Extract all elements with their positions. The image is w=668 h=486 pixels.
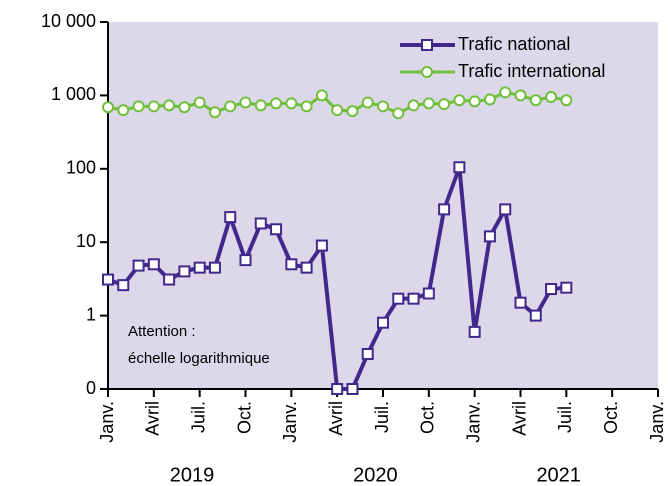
marker — [132, 259, 145, 272]
marker — [361, 347, 374, 360]
marker — [178, 265, 191, 278]
x-tick-label: Avril — [143, 401, 163, 436]
legend-marker — [421, 39, 433, 51]
x-tick-label: Oct. — [234, 401, 254, 434]
marker — [147, 258, 160, 271]
marker — [285, 258, 298, 271]
marker — [545, 283, 558, 296]
marker — [270, 223, 283, 236]
marker — [102, 101, 114, 114]
marker — [392, 107, 405, 120]
marker — [331, 383, 344, 395]
marker — [300, 261, 313, 274]
marker — [483, 230, 496, 243]
x-tick-label: Oct. — [601, 401, 621, 434]
marker — [483, 93, 496, 106]
x-tick-label: Janv. — [647, 401, 667, 443]
marker — [377, 316, 389, 329]
x-tick-label: Avril — [326, 401, 346, 436]
marker — [147, 100, 160, 113]
marker — [407, 99, 420, 112]
marker — [102, 273, 114, 286]
marker — [468, 325, 481, 338]
x-tick-label: Avril — [509, 401, 529, 436]
year-label: 2021 — [536, 464, 581, 486]
marker — [468, 95, 481, 108]
x-tick-label: Janv. — [463, 401, 483, 443]
marker — [331, 104, 344, 117]
marker — [545, 91, 558, 104]
legend-label: Trafic international — [458, 61, 605, 81]
marker — [346, 383, 359, 395]
marker — [499, 86, 512, 99]
marker — [270, 97, 283, 110]
marker — [315, 89, 328, 102]
marker — [163, 273, 176, 286]
marker — [407, 292, 420, 305]
marker — [117, 104, 130, 117]
marker — [285, 97, 298, 110]
x-tick-label: Oct. — [418, 401, 438, 434]
y-tick-label: 0 — [86, 378, 96, 398]
marker — [193, 96, 206, 109]
year-label: 2020 — [353, 464, 398, 486]
marker — [514, 296, 527, 309]
y-tick-label: 10 000 — [41, 11, 96, 31]
y-tick-label: 1 — [86, 304, 96, 324]
year-label: 2019 — [170, 464, 215, 486]
marker — [392, 292, 405, 305]
marker — [254, 99, 267, 112]
marker — [453, 94, 466, 107]
marker — [224, 211, 237, 224]
marker — [453, 161, 466, 174]
marker — [132, 100, 145, 113]
marker — [239, 254, 252, 267]
annotation: échelle logarithmique — [128, 350, 270, 367]
annotation: Attention : — [128, 323, 196, 340]
marker — [514, 89, 527, 102]
x-tick-label: Juil. — [555, 401, 575, 433]
y-tick-label: 10 — [76, 231, 96, 251]
x-tick-label: Janv. — [97, 401, 117, 443]
marker — [254, 217, 267, 230]
marker — [529, 309, 542, 322]
y-tick-label: 1 000 — [51, 84, 96, 104]
marker — [361, 96, 374, 109]
marker — [560, 94, 573, 107]
legend-label: Trafic national — [458, 34, 570, 54]
marker — [178, 101, 191, 114]
marker — [315, 239, 328, 252]
marker — [529, 94, 542, 107]
y-tick-label: 100 — [66, 158, 96, 178]
marker — [300, 100, 313, 113]
marker — [377, 100, 389, 113]
marker — [422, 97, 435, 110]
marker — [346, 105, 359, 118]
marker — [438, 203, 451, 216]
marker — [208, 261, 221, 274]
legend-marker — [421, 66, 433, 78]
x-tick-label: Juil. — [188, 401, 208, 433]
marker — [208, 106, 221, 119]
marker — [499, 203, 512, 216]
x-tick-label: Juil. — [372, 401, 392, 433]
marker — [422, 287, 435, 300]
marker — [224, 100, 237, 113]
marker — [438, 98, 451, 111]
marker — [560, 281, 573, 294]
x-tick-label: Janv. — [280, 401, 300, 443]
marker — [239, 96, 252, 109]
marker — [193, 261, 206, 274]
marker — [117, 279, 130, 292]
marker — [163, 99, 176, 112]
